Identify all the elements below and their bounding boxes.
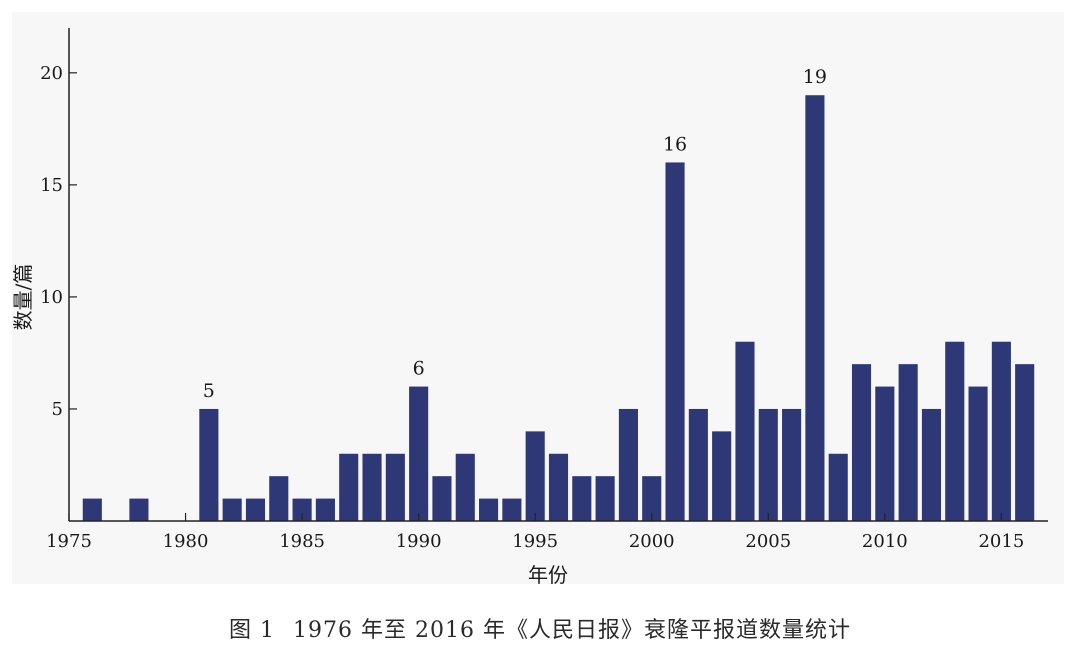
- x-axis-label: 年份: [528, 563, 568, 587]
- y-tick-label-5: 5: [52, 399, 63, 420]
- x-tick-label-2000: 2000: [629, 531, 675, 552]
- y-tick-label-10: 10: [40, 287, 63, 308]
- x-tick-label-2005: 2005: [745, 531, 791, 552]
- bar-1978: [129, 498, 149, 521]
- bar-2013: [945, 341, 965, 521]
- bar-2014: [968, 386, 988, 521]
- y-axis-label: 数量/篇: [11, 264, 35, 331]
- bar-1982: [222, 498, 242, 521]
- x-tick-label-1985: 1985: [279, 531, 325, 552]
- bar-2010: [875, 386, 895, 521]
- bar-1987: [339, 453, 359, 521]
- bar-1989: [385, 453, 405, 521]
- data-label-1981: 5: [203, 380, 215, 402]
- bar-2016: [1015, 364, 1035, 521]
- x-tick-label-1990: 1990: [396, 531, 442, 552]
- bar-1986: [315, 498, 335, 521]
- bar-1991: [432, 476, 452, 521]
- figure-caption-text: 1976 年至 2016 年《人民日报》衰隆平报道数量统计: [293, 618, 851, 643]
- bar-2001: [665, 162, 685, 521]
- bar-2005: [758, 408, 778, 521]
- bar-1983: [245, 498, 266, 521]
- bar-2007: [805, 95, 825, 521]
- bar-1996: [548, 453, 569, 521]
- data-label-2007: 19: [803, 66, 827, 88]
- bar-2009: [851, 364, 872, 521]
- x-tick-label-2010: 2010: [862, 531, 908, 552]
- bar-1992: [455, 453, 475, 521]
- data-label-1990: 6: [413, 358, 425, 380]
- bar-1984: [269, 476, 289, 521]
- x-tick-label-1975: 1975: [46, 531, 92, 552]
- bar-1990: [409, 386, 429, 521]
- x-tick-label-1980: 1980: [163, 531, 209, 552]
- x-tick-label-2015: 2015: [978, 531, 1024, 552]
- bar-2012: [921, 408, 942, 521]
- bar-1993: [479, 498, 499, 521]
- chart-figure: 1975 1980 1985 1990 1995 2000 2005 2010 20155101…: [11, 28, 1048, 587]
- bar-2004: [735, 341, 755, 521]
- bar-1994: [502, 498, 522, 521]
- bar-1976: [82, 498, 102, 521]
- bar-2008: [828, 453, 848, 521]
- bar-1988: [362, 453, 382, 521]
- figure-caption-label: 图 1: [229, 618, 276, 643]
- data-label-2001: 16: [663, 133, 687, 155]
- bar-1981: [199, 408, 219, 521]
- bar-1999: [618, 408, 638, 521]
- figure-caption: 图 1 1976 年至 2016 年《人民日报》衰隆平报道数量统计: [0, 612, 1080, 644]
- bar-2003: [712, 431, 732, 521]
- bar-2006: [782, 408, 802, 521]
- bar-2000: [642, 476, 662, 521]
- bar-2015: [991, 341, 1011, 521]
- bar-1997: [572, 476, 592, 521]
- bar-1995: [525, 431, 545, 521]
- y-tick-label-15: 15: [40, 175, 63, 196]
- bar-1985: [292, 498, 312, 521]
- bar-1998: [595, 476, 615, 521]
- y-tick-label-20: 20: [40, 63, 63, 84]
- plot-area: 1975 1980 1985 1990 1995 2000 2005 2010 20155101…: [40, 28, 1048, 552]
- x-tick-label-1995: 1995: [512, 531, 558, 552]
- bar-2002: [688, 408, 708, 521]
- bar-2011: [898, 364, 918, 521]
